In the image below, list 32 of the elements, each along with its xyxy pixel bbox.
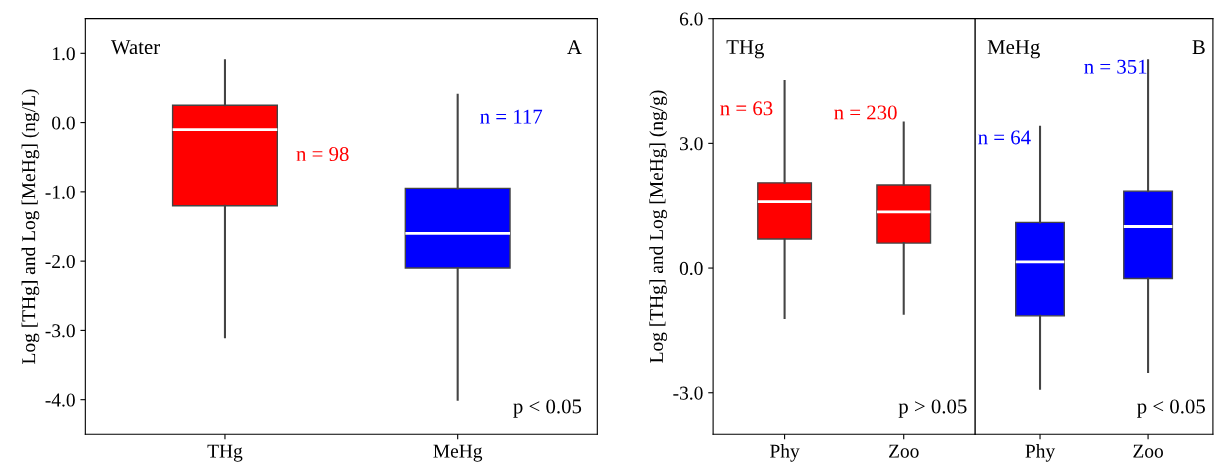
x-tick-label: Phy (1025, 444, 1056, 462)
y-tick-label: -2.0 (45, 254, 75, 269)
annotation: n = 351 (1084, 59, 1147, 74)
y-tick-label: 0.0 (52, 116, 75, 130)
annotation: p > 0.05 (898, 399, 967, 418)
x-tick-label: THg (207, 444, 243, 462)
x-tick-label: Zoo (888, 444, 919, 458)
annotation: Water (110, 40, 160, 55)
annotation: p < 0.05 (1137, 399, 1205, 418)
annotation: n = 64 (978, 130, 1031, 145)
annotation: A (567, 40, 582, 54)
annotation: MeHg (987, 40, 1040, 59)
y-tick-label: -3.0 (45, 324, 75, 338)
y-tick-label: -3.0 (673, 386, 703, 400)
annotation: B (1192, 40, 1205, 54)
annotation: n = 230 (834, 105, 897, 120)
y-tick-label: 1.0 (53, 47, 75, 61)
annotation: n = 63 (720, 101, 773, 116)
y-tick-label: 3.0 (680, 137, 703, 151)
y-tick-label: 0.0 (679, 261, 703, 276)
x-tick-label: MeHg (433, 444, 483, 462)
x-tick-label: Zoo (1133, 444, 1163, 458)
annotation: THg (726, 40, 765, 59)
x-tick-label: Phy (770, 444, 800, 462)
annotation: n = 117 (480, 109, 543, 124)
y-axis-title: Log [THg] and Log [MeHg] (ng/g) (649, 90, 668, 363)
annotation: n = 98 (296, 146, 349, 162)
y-tick-label: -4.0 (45, 393, 75, 407)
y-tick-label: -1.0 (45, 185, 75, 199)
y-axis-title: Log [THg] and Log [MeHg] (ng/L) (21, 89, 40, 364)
y-tick-label: 6.0 (679, 12, 703, 26)
annotation: p < 0.05 (513, 399, 582, 418)
